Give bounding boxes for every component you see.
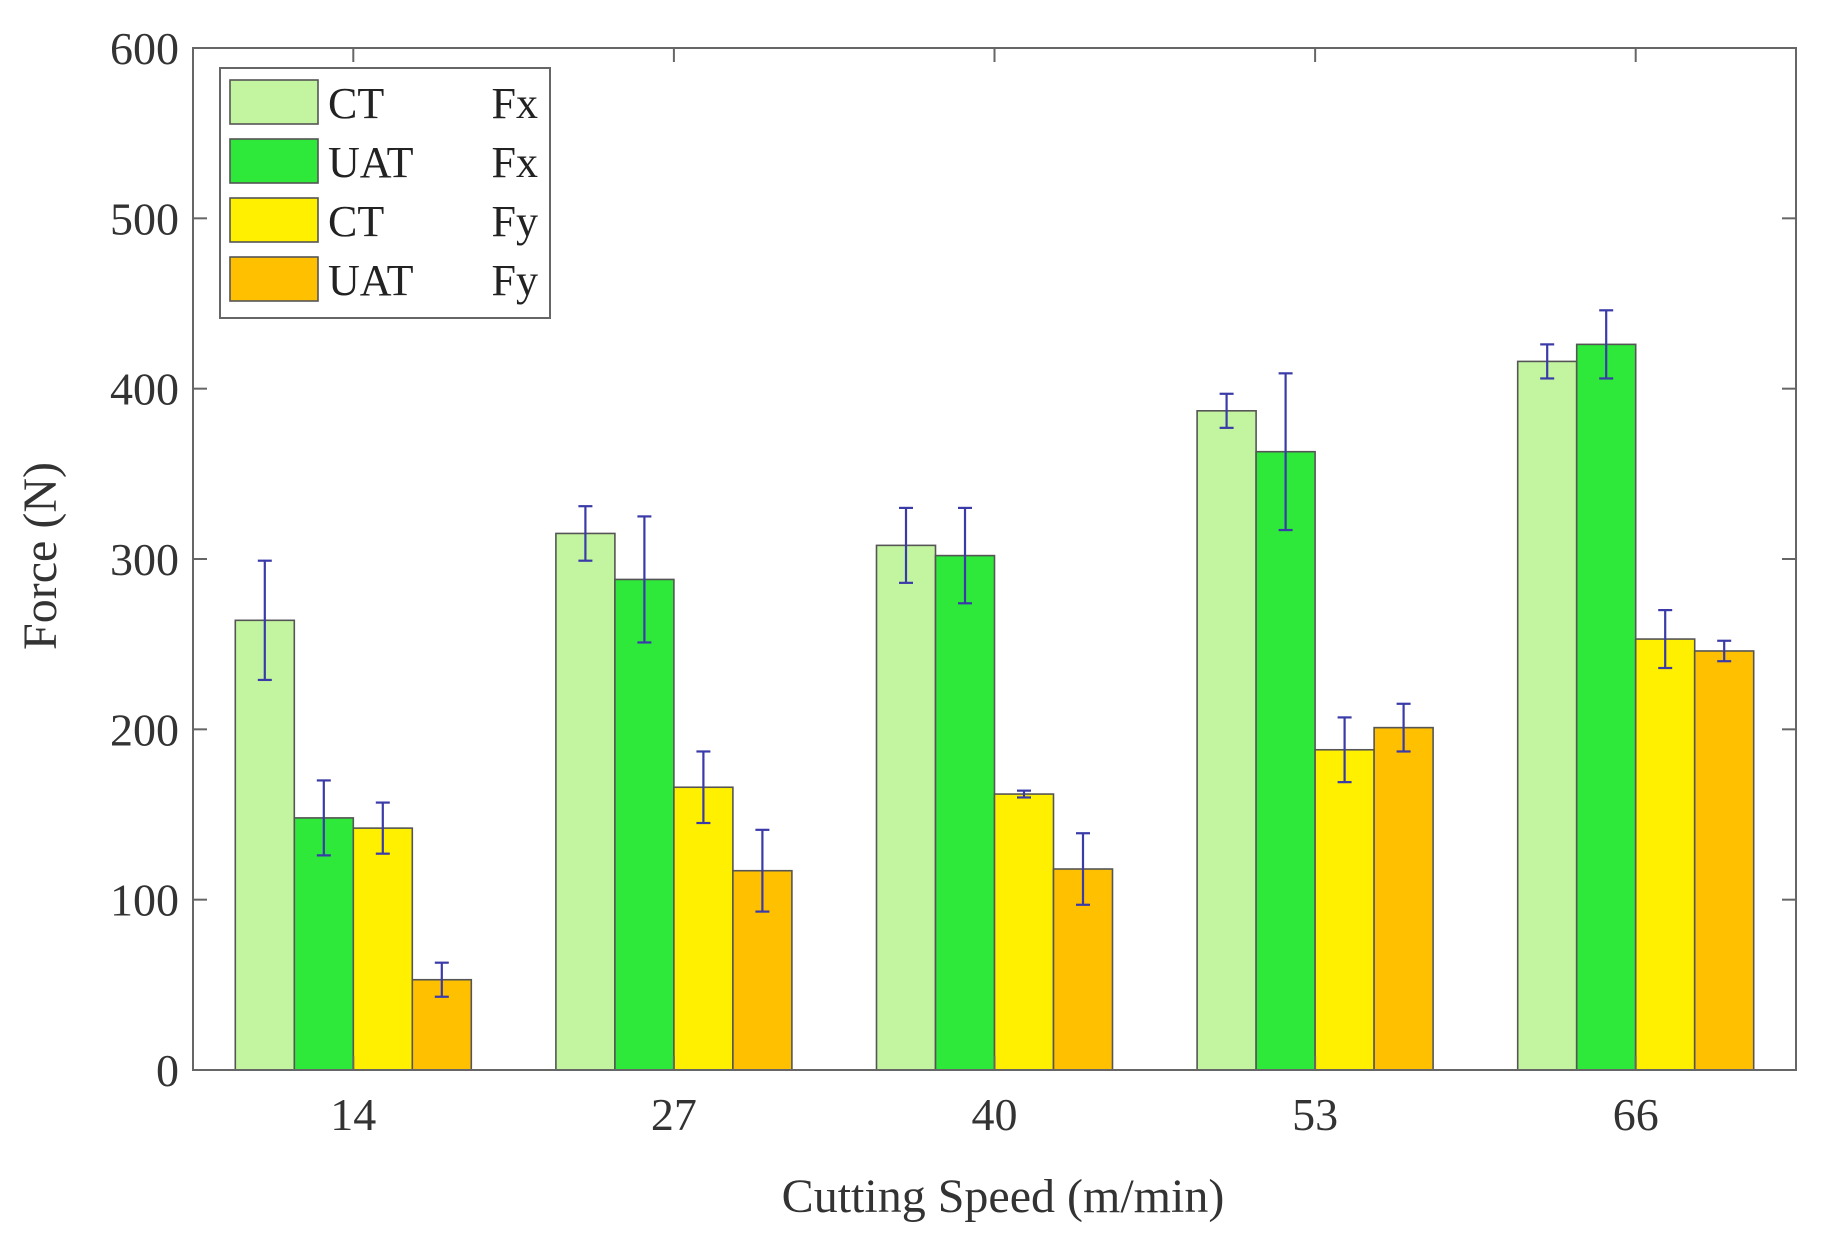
ticks-layer: 0 100 200 300 400 500 600 14 27 40 53 66 xyxy=(110,23,1796,1140)
y-tick-label-600: 600 xyxy=(110,23,179,74)
bar-ct-fy-27 xyxy=(673,786,734,1071)
bars-layer xyxy=(234,309,1755,1071)
error-bar-ct-fx-53 xyxy=(1219,392,1234,429)
bar-ct-fx-27 xyxy=(555,532,616,1071)
error-bar-ct-fx-66 xyxy=(1540,343,1555,380)
error-bar-ct-fx-40 xyxy=(899,506,913,584)
legend-component-uat-fx: Fx xyxy=(492,138,538,187)
y-tick-label-300: 300 xyxy=(110,534,179,585)
error-bar-ct-fy-53 xyxy=(1337,716,1352,784)
error-bar-uat-fx-53 xyxy=(1278,372,1293,532)
bar-ct-fy-14 xyxy=(352,827,414,1071)
legend-component-ct-fx: Fx xyxy=(492,79,538,128)
legend-swatch-uat-fy xyxy=(229,256,319,302)
bar-uat-fy-53 xyxy=(1373,726,1434,1071)
x-tick-label-53: 53 xyxy=(1292,1089,1338,1140)
bar-uat-fx-40 xyxy=(934,554,996,1071)
bar-ct-fx-53 xyxy=(1196,410,1257,1071)
error-bar-uat-fy-53 xyxy=(1396,702,1411,753)
x-tick-label-27: 27 xyxy=(651,1089,697,1140)
x-tick-label-14: 14 xyxy=(330,1089,376,1140)
legend-component-uat-fy: Fy xyxy=(492,256,538,305)
error-bar-ct-fy-14 xyxy=(375,801,390,855)
bar-ct-fy-53 xyxy=(1314,748,1375,1071)
legend-component-ct-fy: Fy xyxy=(492,197,538,246)
legend-label-uat-fy: UAT xyxy=(328,256,414,305)
error-bar-uat-fx-66 xyxy=(1599,309,1614,380)
y-tick-label-100: 100 xyxy=(110,875,179,926)
bar-ct-fx-40 xyxy=(875,544,937,1071)
legend-swatch-uat-fx xyxy=(229,138,319,184)
y-tick-label-0: 0 xyxy=(156,1045,179,1096)
legend-swatch-ct-fy xyxy=(229,197,319,243)
bar-uat-fx-53 xyxy=(1255,450,1316,1071)
error-bar-uat-fx-14 xyxy=(316,779,331,857)
error-bar-ct-fx-14 xyxy=(257,559,272,682)
x-axis-title: Cutting Speed (m/min) xyxy=(782,1170,1225,1223)
bar-ct-fx-66 xyxy=(1516,360,1578,1071)
legend-swatch-ct-fx xyxy=(229,79,319,125)
error-bar-uat-fy-14 xyxy=(434,961,449,998)
y-tick-label-200: 200 xyxy=(110,704,179,755)
x-tick-label-66: 66 xyxy=(1613,1089,1659,1140)
bar-uat-fx-27 xyxy=(614,578,675,1071)
error-bar-uat-fy-66 xyxy=(1717,639,1732,663)
error-bar-uat-fy-27 xyxy=(755,828,770,913)
y-axis-title: Force (N) xyxy=(14,462,67,650)
y-tick-label-400: 400 xyxy=(110,364,179,415)
error-bar-uat-fx-40 xyxy=(958,506,972,605)
bar-ct-fy-40 xyxy=(993,793,1055,1071)
error-bar-uat-fy-40 xyxy=(1076,832,1090,906)
bar-uat-fx-66 xyxy=(1575,343,1637,1071)
bar-ct-fy-66 xyxy=(1634,638,1696,1071)
legend: CT Fx UAT Fx CT Fy UAT Fy xyxy=(219,67,551,319)
error-bar-ct-fy-40 xyxy=(1017,789,1031,799)
error-bar-ct-fx-27 xyxy=(578,505,593,562)
legend-label-uat-fx: UAT xyxy=(328,138,414,187)
bar-ct-fx-14 xyxy=(234,619,296,1071)
bar-uat-fx-14 xyxy=(293,817,355,1071)
error-bar-ct-fy-27 xyxy=(696,750,711,825)
bar-uat-fy-66 xyxy=(1693,650,1755,1071)
error-bar-ct-fy-66 xyxy=(1658,608,1673,670)
x-tick-label-40: 40 xyxy=(972,1089,1018,1140)
legend-label-ct-fx: CT xyxy=(328,79,384,128)
y-tick-label-500: 500 xyxy=(110,193,179,244)
legend-label-ct-fy: CT xyxy=(328,197,384,246)
error-bar-uat-fx-27 xyxy=(637,515,652,644)
